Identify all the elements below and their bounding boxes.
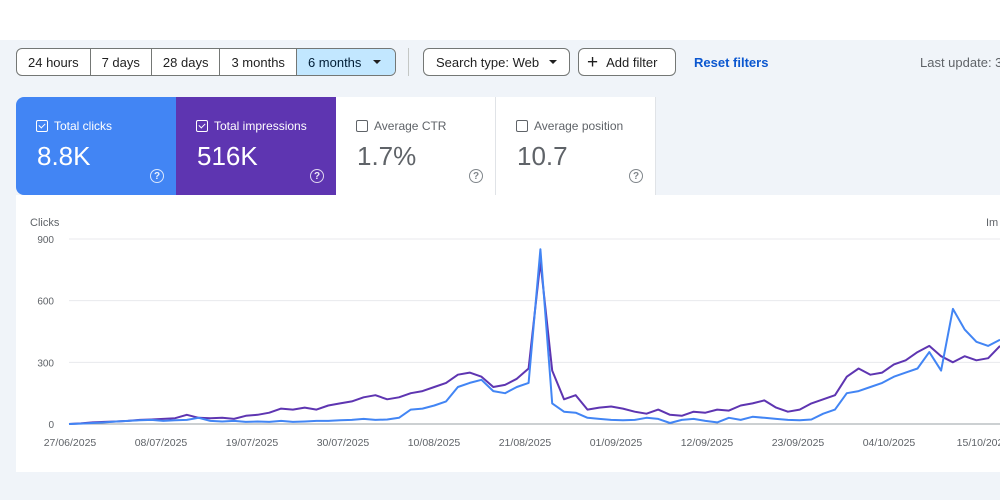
- range-3-months[interactable]: 3 months: [220, 49, 297, 75]
- last-update-text: Last update: 3: [920, 55, 1000, 70]
- y-axis-label-right: Im: [986, 217, 998, 229]
- performance-chart: Clicks Im 0 300 600 900 27/06/2025 08/07/2025 19…: [16, 195, 1000, 472]
- x-tick-label: 12/09/2025: [681, 437, 734, 449]
- x-tick-label: 15/10/202: [957, 437, 1000, 449]
- toolbar-divider: [408, 48, 409, 76]
- date-range-selector: 24 hours 7 days 28 days 3 months 6 month…: [16, 48, 397, 76]
- x-tick-label: 04/10/2025: [863, 437, 916, 449]
- checkbox-unchecked-icon[interactable]: [356, 120, 368, 132]
- metric-value: 10.7: [517, 141, 568, 171]
- checkbox-checked-icon[interactable]: [196, 120, 208, 132]
- y-axis-label: Clicks: [30, 217, 60, 229]
- help-icon[interactable]: ?: [629, 169, 643, 183]
- x-tick-label: 21/08/2025: [499, 437, 552, 449]
- y-tick-label: 0: [48, 420, 54, 431]
- metric-value: 8.8K: [37, 141, 91, 171]
- x-tick-label: 27/06/2025: [44, 437, 97, 449]
- search-type-dropdown[interactable]: Search type: Web: [423, 48, 570, 76]
- x-tick-label: 10/08/2025: [408, 437, 461, 449]
- metric-value: 516K: [197, 141, 258, 171]
- help-icon[interactable]: ?: [150, 169, 164, 183]
- top-bar: [0, 0, 1000, 40]
- line-chart: Clicks Im 0 300 600 900 27/06/2025 08/07/2025 19…: [30, 217, 1000, 449]
- help-icon[interactable]: ?: [469, 169, 483, 183]
- help-icon[interactable]: ?: [310, 169, 324, 183]
- y-tick-label: 900: [37, 235, 54, 246]
- x-tick-label: 01/09/2025: [590, 437, 643, 449]
- metric-card-total-impressions[interactable]: Total impressions 516K ?: [176, 97, 336, 195]
- range-24-hours[interactable]: 24 hours: [17, 49, 91, 75]
- x-tick-label: 23/09/2025: [772, 437, 825, 449]
- range-28-days[interactable]: 28 days: [152, 49, 221, 75]
- reset-filters-link[interactable]: Reset filters: [694, 55, 769, 70]
- series-line-impressions: [68, 260, 1000, 425]
- checkbox-checked-icon[interactable]: [36, 120, 48, 132]
- checkbox-unchecked-icon[interactable]: [516, 120, 528, 132]
- dropdown-arrow-icon: [373, 60, 382, 64]
- range-6-months[interactable]: 6 months: [296, 49, 396, 75]
- metric-card-total-clicks[interactable]: Total clicks 8.8K ?: [16, 97, 176, 195]
- metric-value: 1.7%: [357, 141, 417, 171]
- dropdown-arrow-icon: [549, 60, 558, 64]
- metric-card-average-position[interactable]: Average position 10.7 ?: [496, 97, 656, 195]
- x-tick-label: 19/07/2025: [226, 437, 279, 449]
- add-filter-button[interactable]: + Add filter: [578, 48, 676, 76]
- plus-icon: +: [587, 51, 599, 73]
- x-tick-label: 30/07/2025: [317, 437, 370, 449]
- x-tick-label: 08/07/2025: [135, 437, 188, 449]
- y-tick-label: 600: [37, 297, 54, 308]
- y-tick-label: 300: [37, 358, 54, 369]
- metric-cards: Total clicks 8.8K ? Total impressions 51…: [16, 97, 656, 195]
- series-line-clicks: [68, 248, 1000, 425]
- range-7-days[interactable]: 7 days: [91, 49, 152, 75]
- metric-card-average-ctr[interactable]: Average CTR 1.7% ?: [336, 97, 496, 195]
